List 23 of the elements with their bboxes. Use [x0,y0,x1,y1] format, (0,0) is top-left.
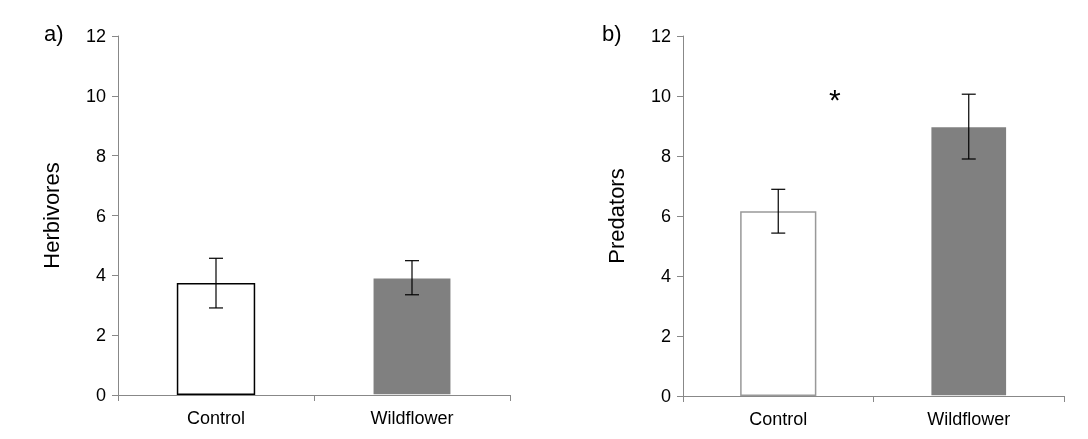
x-tick-label: Control [749,409,808,429]
y-tick-label: 10 [85,85,106,106]
x-tick-label: Wildflower [370,408,454,428]
chart-title: b) [602,20,622,46]
y-tick-label: 0 [95,385,106,405]
y-tick-label: 4 [660,266,671,286]
y-tick-label: 12 [85,26,106,46]
y-tick-label: 2 [95,325,106,346]
x-tick-label: Wildflower [927,409,1011,429]
y-tick-label: 4 [95,265,106,286]
y-tick-label: 8 [660,146,671,166]
y-tick-label: 10 [650,86,671,106]
y-tick-label: 2 [660,326,671,346]
y-tick-label: 6 [95,205,106,226]
annotation: * [829,82,841,116]
y-tick-label: 8 [95,145,106,166]
chart-title: a) [44,20,64,46]
y-axis-title: Predators [603,168,629,264]
y-tick-label: 6 [660,206,671,226]
y-axis-title: Herbivores [38,162,64,269]
y-tick-label: 0 [660,386,671,406]
y-tick-label: 12 [650,26,671,46]
x-tick-label: Control [186,408,246,428]
